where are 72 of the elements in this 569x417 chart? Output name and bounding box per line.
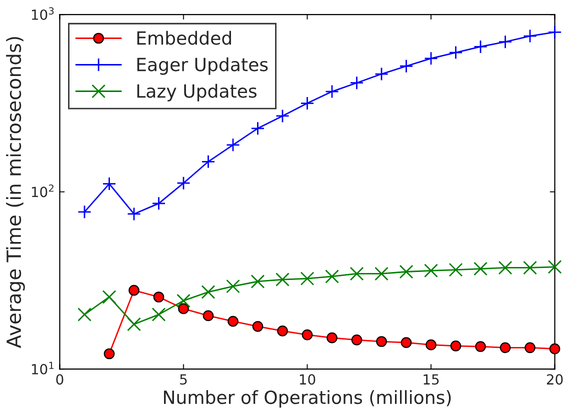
legend-label: Lazy Updates [137, 84, 257, 102]
x-tick-label: 5 [180, 374, 187, 385]
y-axis-title: Average Time (in microseconds) [6, 37, 25, 348]
point [448, 262, 463, 277]
point [102, 290, 116, 304]
x-tick-label: 15 [424, 374, 439, 385]
x-axis-title: Number of Operations (millions) [164, 390, 451, 408]
point [400, 337, 412, 348]
point [302, 329, 313, 340]
point [424, 51, 438, 66]
point [448, 46, 463, 60]
point [228, 316, 238, 327]
point [474, 40, 488, 54]
point [102, 176, 116, 191]
point [325, 84, 339, 98]
point [153, 292, 164, 302]
point [201, 154, 216, 169]
point [176, 176, 190, 190]
point [152, 196, 166, 210]
point [450, 340, 462, 352]
point [78, 308, 92, 322]
point [500, 342, 511, 354]
y-tick-label: 10$^{3}$ [32, 7, 54, 20]
point [524, 342, 536, 354]
point [399, 59, 414, 74]
point [300, 272, 314, 286]
point [374, 266, 388, 281]
point [250, 121, 265, 136]
point [250, 274, 265, 288]
point [548, 260, 562, 274]
point [399, 264, 414, 279]
x-tick-label: 20 [546, 374, 563, 385]
point [276, 272, 290, 286]
point [78, 204, 92, 219]
point [376, 336, 387, 347]
point [326, 332, 338, 344]
point [351, 334, 362, 346]
point [325, 270, 339, 284]
point [498, 34, 512, 49]
y-tick-label: 10$^{1}$ [32, 362, 54, 374]
point [424, 264, 438, 278]
point [127, 207, 141, 221]
point [252, 321, 264, 332]
point [549, 343, 560, 354]
point [350, 76, 364, 90]
point [202, 310, 214, 322]
point [128, 284, 140, 296]
point [350, 266, 364, 281]
legend-label: Embedded [137, 30, 231, 45]
point [523, 260, 537, 275]
legend-label: Eager Updates [137, 57, 268, 75]
point [426, 339, 436, 350]
point [474, 262, 488, 276]
point [498, 260, 512, 275]
point [176, 294, 190, 308]
point [104, 348, 115, 360]
point [300, 96, 314, 110]
point [178, 303, 189, 314]
point [277, 326, 288, 336]
point [475, 341, 486, 352]
point [152, 308, 166, 322]
x-tick-label: 0 [56, 374, 64, 385]
x-tick-label: 10 [300, 374, 316, 385]
point [201, 285, 216, 299]
point [127, 317, 141, 332]
point [548, 25, 562, 40]
point [276, 109, 290, 123]
y-tick-label: 10$^{2}$ [32, 184, 54, 198]
point [374, 67, 388, 81]
point [523, 29, 537, 43]
point [226, 279, 240, 294]
point [226, 138, 240, 152]
